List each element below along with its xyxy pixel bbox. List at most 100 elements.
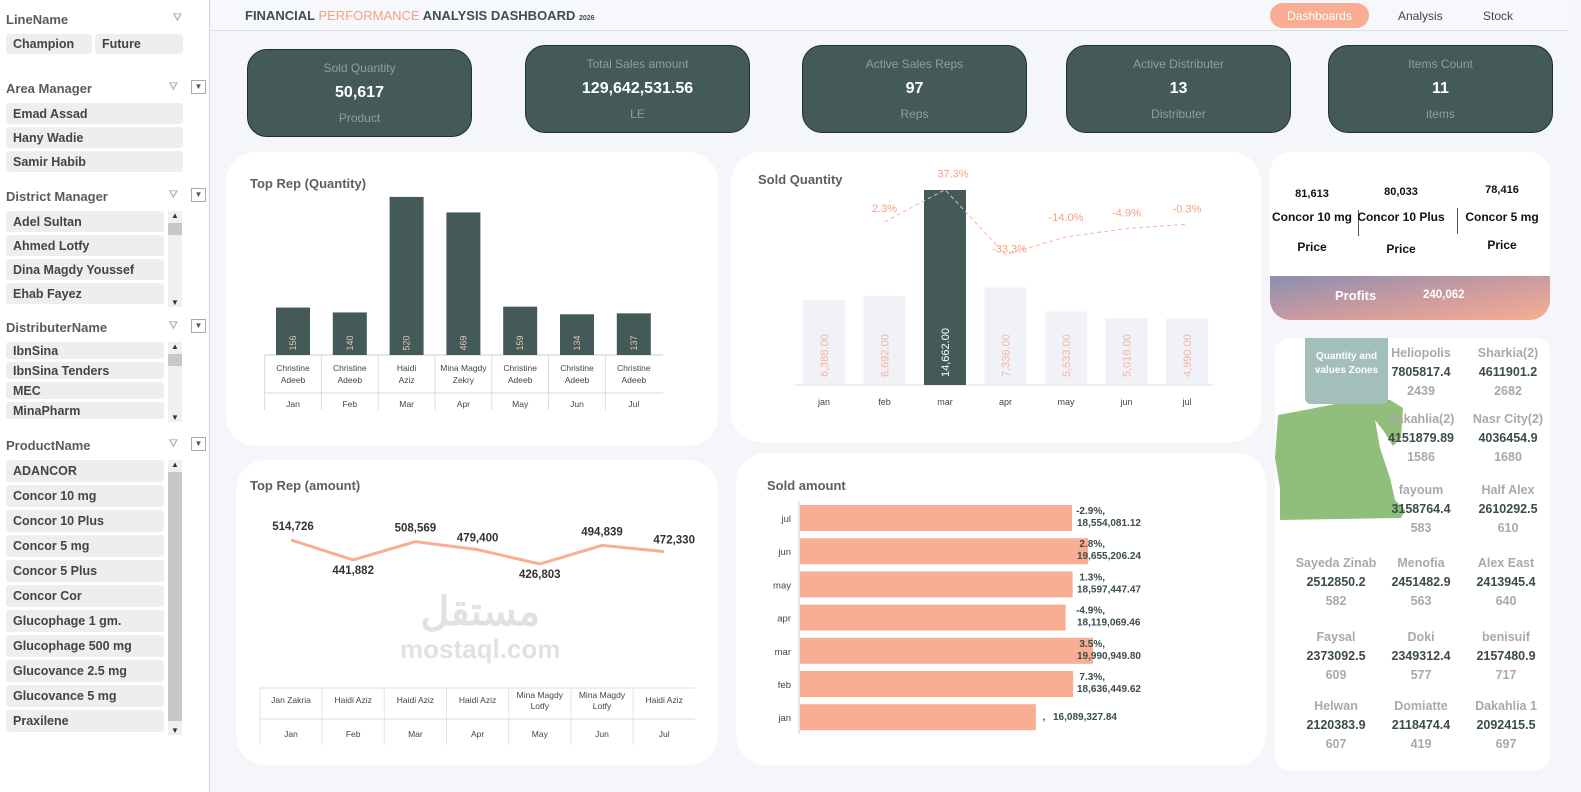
slicer-item[interactable]: IbnSina — [6, 342, 164, 359]
kpi-unit: LE — [630, 107, 645, 121]
bar[interactable] — [1105, 318, 1148, 385]
bar[interactable] — [276, 307, 310, 355]
slicer-items: Champion Future — [6, 34, 206, 58]
bar[interactable] — [924, 189, 966, 385]
chart-title: Top Rep (Quantity) — [250, 176, 367, 191]
kpi-label: Active Sales Reps — [865, 57, 964, 71]
bar[interactable] — [389, 196, 424, 355]
zone-item: Sayeda Zinab 2512850.2 582 — [1293, 556, 1379, 608]
bar[interactable] — [503, 306, 538, 355]
slicer-item[interactable]: Glucophage 1 gm. — [6, 610, 164, 632]
slicer-item[interactable]: Samir Habib — [6, 151, 183, 172]
slicer-item[interactable]: ADANCOR — [6, 460, 164, 482]
slicer-item[interactable]: MEC — [6, 382, 164, 399]
bar[interactable] — [1166, 318, 1208, 385]
slicer-item[interactable]: Glucophage 500 mg — [6, 635, 164, 657]
kpi-card: Items Count 11 items — [1328, 45, 1553, 133]
slicer-item[interactable]: Praxilene — [6, 710, 164, 732]
bar[interactable] — [800, 604, 1066, 631]
bar[interactable] — [800, 704, 1036, 731]
zone-name: benisuif — [1482, 630, 1530, 644]
month-label: Feb — [346, 729, 361, 739]
zone-name: Alex East — [1477, 556, 1535, 570]
slicer-item[interactable]: Concor Cor — [6, 585, 164, 607]
slicer-item[interactable]: Hany Wadie — [6, 127, 183, 148]
dropdown-icon[interactable]: ▼ — [191, 437, 206, 451]
chart-title: Sold Quantity — [758, 172, 843, 187]
dropdown-icon[interactable]: ▼ — [191, 188, 206, 202]
product-sub: Price — [1487, 238, 1517, 252]
slicer-title: DistributerName — [6, 319, 108, 335]
bar[interactable] — [800, 505, 1073, 531]
bar[interactable] — [800, 571, 1073, 598]
bar[interactable] — [863, 295, 906, 385]
nav-analysis[interactable]: Analysis — [1398, 8, 1443, 23]
nav-stock[interactable]: Stock — [1483, 8, 1514, 23]
month-label: Mar — [408, 729, 423, 739]
bar[interactable] — [800, 538, 1089, 565]
slicer-item[interactable]: Champion — [6, 34, 92, 54]
bar[interactable] — [1045, 311, 1087, 385]
data-label: 520 — [402, 335, 412, 350]
slicer-item[interactable]: IbnSina Tenders — [6, 362, 164, 379]
slicer-sidebar: LineName ⛛ Champion Future Area Manager ⛛ ▼ Ema… — [0, 0, 210, 792]
slicer-item[interactable]: Ehab Fayez — [6, 283, 164, 304]
zone-name: Sayeda Zinab — [1295, 556, 1377, 570]
clear-filter-icon[interactable]: ⛛ — [168, 438, 178, 450]
month-label: Jun — [595, 729, 609, 739]
dropdown-icon[interactable]: ▼ — [191, 80, 206, 94]
slicer-item[interactable]: Concor 10 mg — [6, 485, 164, 507]
slicer-scrollbar[interactable]: ▲ ▼ — [168, 211, 182, 307]
slicer-scrollbar[interactable]: ▲ ▼ — [168, 342, 182, 422]
zone-quantity: 640 — [1495, 594, 1517, 608]
product-value: 78,416 — [1485, 184, 1519, 196]
bar[interactable] — [984, 287, 1027, 385]
zone-item: Heliopolis 7805817.4 2439 — [1378, 346, 1464, 398]
slicer-item[interactable]: Glucovance 2.5 mg — [6, 660, 164, 682]
divider — [1457, 208, 1458, 234]
clear-filter-icon[interactable]: ⛛ — [168, 189, 178, 201]
profits-banner: Profits 240,062 — [1270, 276, 1550, 320]
bar[interactable] — [560, 314, 594, 355]
slicer-item[interactable]: Future — [95, 34, 183, 54]
slicer-item[interactable]: Concor 10 Plus — [6, 510, 164, 532]
bar[interactable] — [332, 312, 367, 355]
slicer-item[interactable]: Glucovance 5 mg — [6, 685, 164, 707]
kpi-card: Active Distributer 13 Distributer — [1066, 45, 1291, 133]
kpi-value: 50,617 — [335, 84, 384, 101]
clear-filter-icon[interactable]: ⛛ — [168, 320, 178, 332]
slicer-scrollbar[interactable]: ▲ ▼ — [168, 460, 182, 735]
change-label: -33.3% — [992, 244, 1027, 256]
product-value: 81,613 — [1295, 188, 1329, 200]
slicer-item[interactable]: Dina Magdy Youssef — [6, 259, 164, 280]
kpi-unit: Reps — [900, 107, 929, 121]
data-label: 156 — [288, 335, 298, 350]
slicer-item[interactable]: Adel Sultan — [6, 211, 164, 232]
slicer-item[interactable]: Ahmed Lotfy — [6, 235, 164, 256]
data-label: 16,089,327.84 — [1053, 712, 1117, 723]
slicer-item[interactable]: Concor 5 mg — [6, 535, 164, 557]
bar[interactable] — [616, 313, 651, 355]
slicer-title: Area Manager — [6, 80, 92, 96]
slicer-item[interactable]: MinaPharm — [6, 402, 164, 419]
dropdown-icon[interactable]: ▼ — [191, 319, 206, 333]
kpi-unit: items — [1426, 107, 1455, 121]
bar[interactable] — [800, 637, 1094, 664]
bar[interactable] — [446, 212, 481, 355]
bar[interactable] — [803, 300, 845, 385]
zone-amount: 4036454.9 — [1478, 431, 1538, 445]
zone-item: Helwan 2120383.9 607 — [1293, 699, 1379, 751]
clear-filter-icon[interactable]: ⛛ — [172, 12, 182, 24]
data-label: 140 — [345, 335, 355, 350]
zone-amount: 2120383.9 — [1306, 718, 1366, 732]
nav-dashboards[interactable]: Dashboards — [1270, 3, 1369, 28]
bar[interactable] — [800, 671, 1074, 697]
slicer-item[interactable]: Emad Assad — [6, 103, 183, 124]
clear-filter-icon[interactable]: ⛛ — [168, 81, 178, 93]
kpi-card: Active Sales Reps 97 Reps — [802, 45, 1027, 133]
data-label: 137 — [629, 335, 639, 350]
zone-amount: 2349312.4 — [1391, 649, 1451, 663]
slicer-item[interactable]: Concor 5 Plus — [6, 560, 164, 582]
zone-item: Alex East 2413945.4 640 — [1463, 556, 1549, 608]
rep-label: Christine Adeeb — [276, 363, 310, 385]
